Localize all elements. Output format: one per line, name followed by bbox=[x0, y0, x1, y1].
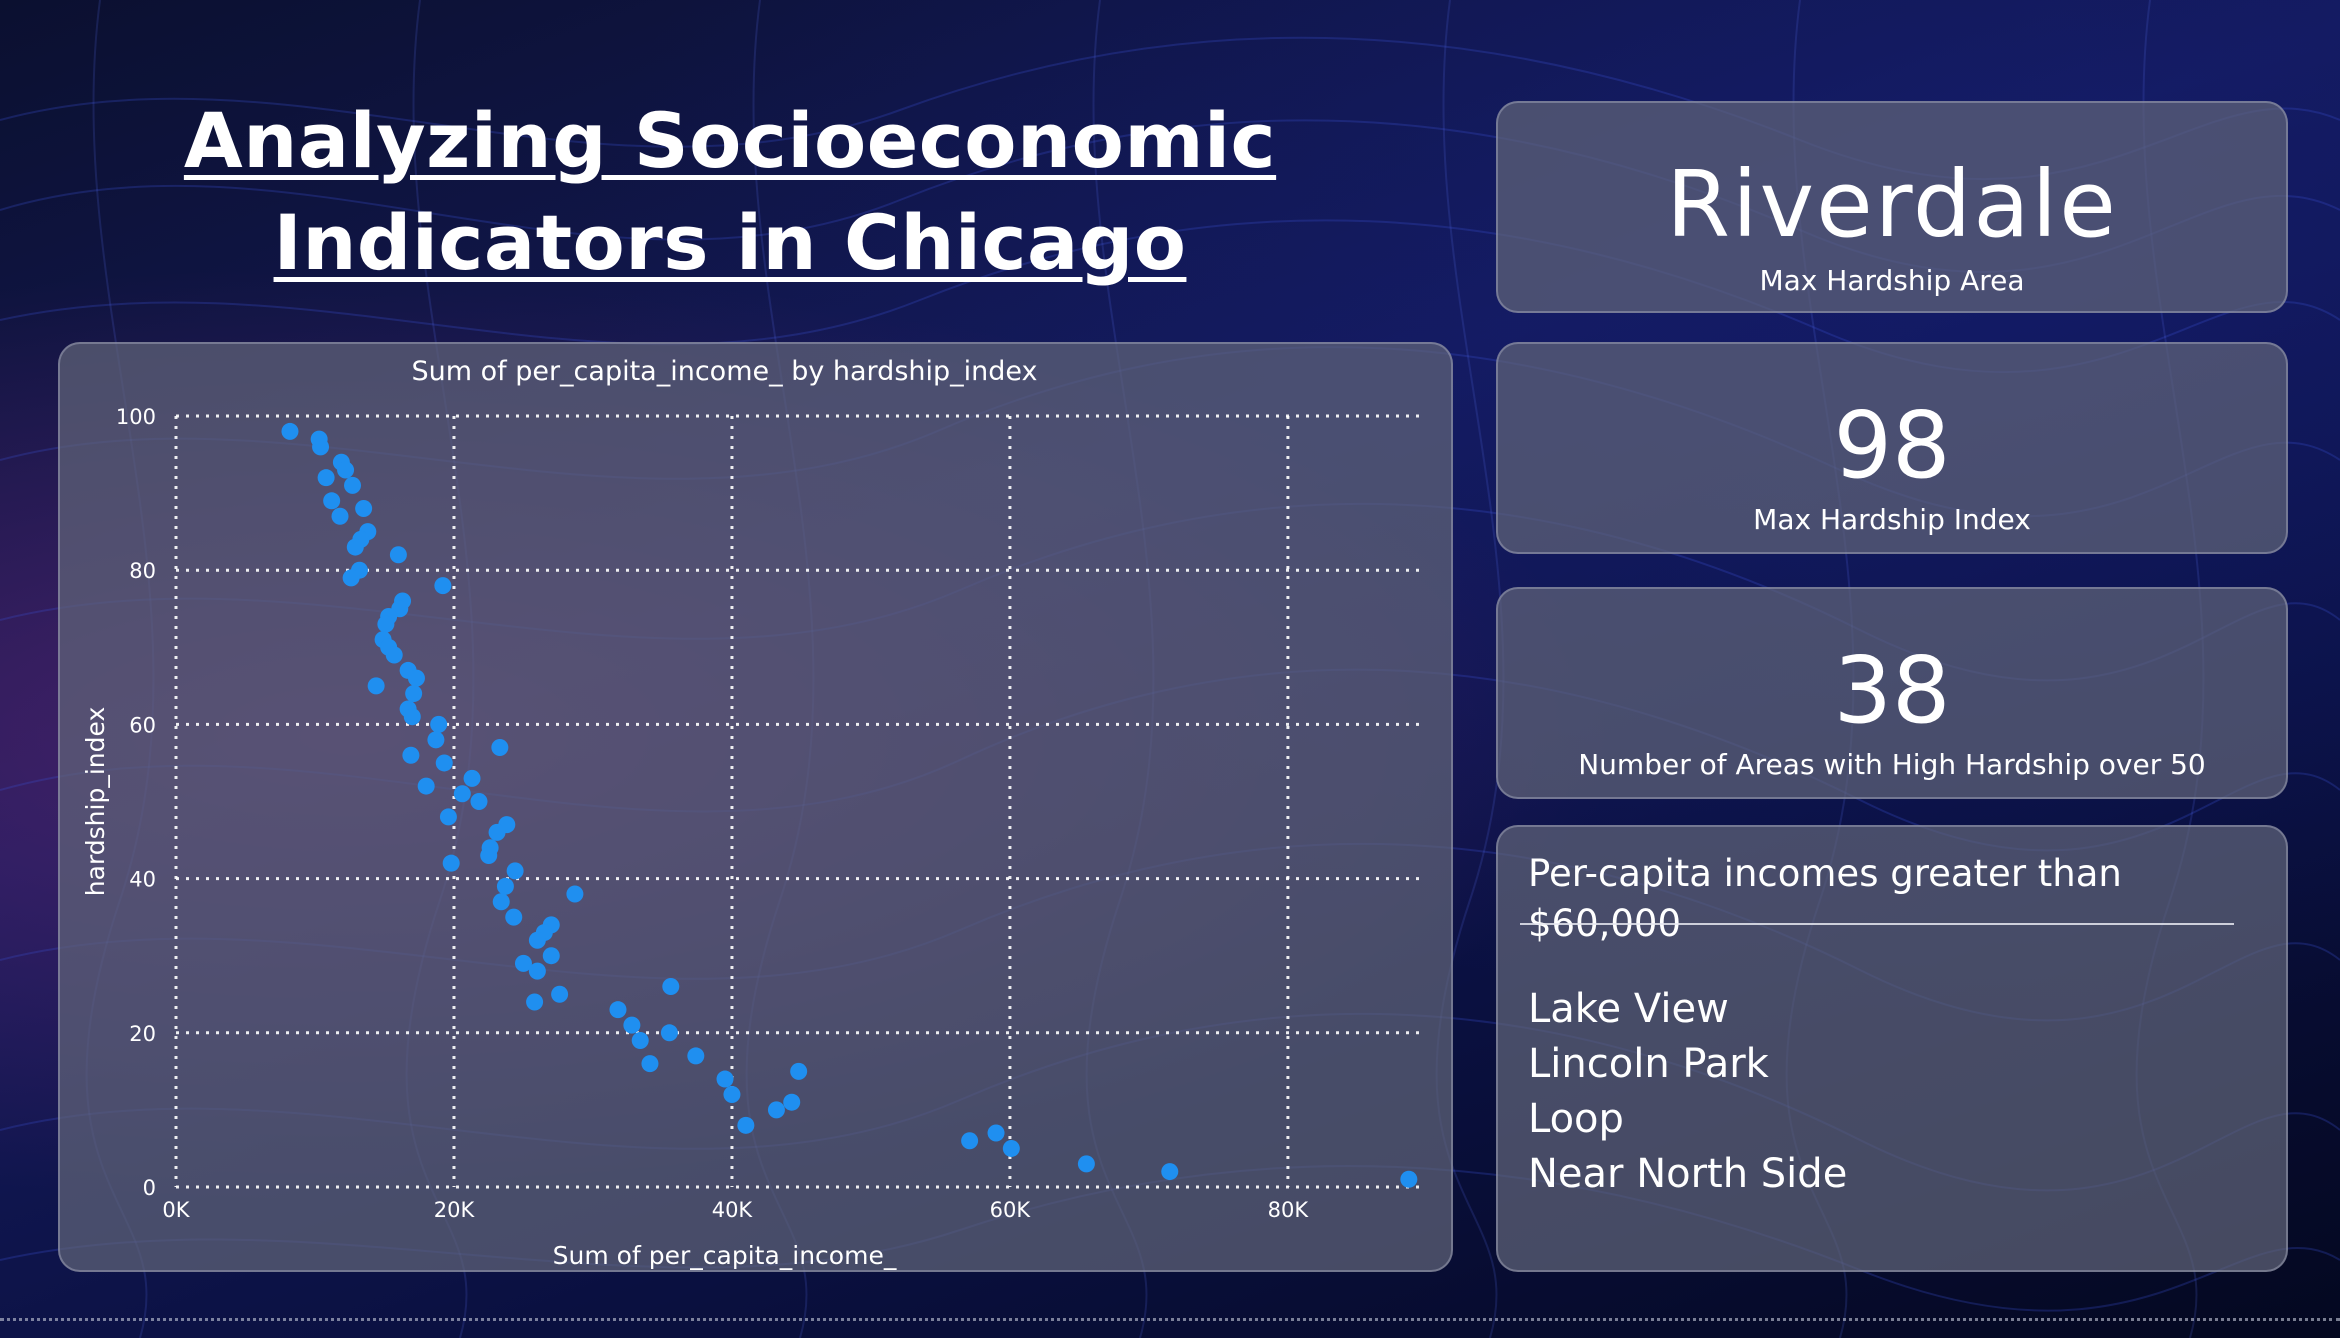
data-point[interactable] bbox=[405, 685, 423, 703]
scatter-chart-panel[interactable]: 0 20 40 60 80 100 0K 20K 40K 60K 80K Sum of per_cap… bbox=[58, 342, 1453, 1272]
list-item[interactable]: Near North Side bbox=[1528, 1151, 1848, 1197]
x-tick-label: 0K bbox=[162, 1198, 190, 1222]
data-point[interactable] bbox=[346, 538, 364, 556]
y-tick-label: 20 bbox=[129, 1022, 156, 1046]
list-item[interactable]: Lake View bbox=[1528, 986, 1729, 1032]
page-title-line-2: Indicators in Chicago bbox=[273, 198, 1187, 287]
data-point[interactable] bbox=[337, 461, 355, 479]
max-hardship-index-card[interactable]: 98 Max Hardship Index bbox=[1496, 342, 2288, 554]
high-income-list-header: Per-capita incomes greater than $60,000 bbox=[1528, 852, 2122, 945]
data-point[interactable] bbox=[662, 978, 680, 996]
data-point[interactable] bbox=[767, 1101, 785, 1119]
high-hardship-count-label: Number of Areas with High Hardship over … bbox=[1578, 748, 2206, 781]
data-point[interactable] bbox=[609, 1001, 627, 1019]
data-point[interactable] bbox=[528, 931, 546, 949]
data-point[interactable] bbox=[407, 669, 425, 687]
data-point[interactable] bbox=[1161, 1163, 1179, 1181]
data-point[interactable] bbox=[403, 708, 421, 726]
data-point[interactable] bbox=[312, 438, 330, 456]
data-point[interactable] bbox=[723, 1085, 741, 1103]
data-point[interactable] bbox=[737, 1116, 755, 1134]
data-point[interactable] bbox=[566, 885, 584, 903]
data-point[interactable] bbox=[402, 746, 420, 764]
max-hardship-index-value: 98 bbox=[1833, 392, 1951, 499]
max-hardship-area-card[interactable]: Riverdale Max Hardship Area bbox=[1496, 101, 2288, 313]
data-point[interactable] bbox=[1077, 1155, 1095, 1173]
data-point[interactable] bbox=[385, 646, 403, 664]
list-item[interactable]: Lincoln Park bbox=[1528, 1041, 1769, 1087]
data-point[interactable] bbox=[323, 492, 341, 510]
data-point[interactable] bbox=[435, 754, 453, 772]
data-point[interactable] bbox=[987, 1124, 1005, 1142]
y-axis-label: hardship_index bbox=[81, 707, 110, 896]
list-divider bbox=[1520, 923, 2234, 925]
data-point[interactable] bbox=[470, 793, 488, 810]
data-point[interactable] bbox=[551, 985, 569, 1003]
list-item[interactable]: Loop bbox=[1528, 1096, 1624, 1142]
data-point[interactable] bbox=[496, 877, 514, 895]
data-point[interactable] bbox=[463, 769, 481, 787]
data-point[interactable] bbox=[281, 422, 299, 440]
data-point[interactable] bbox=[434, 577, 452, 595]
data-point[interactable] bbox=[660, 1024, 678, 1042]
data-point[interactable] bbox=[514, 954, 532, 972]
data-point[interactable] bbox=[344, 476, 362, 494]
y-tick-label: 60 bbox=[129, 713, 156, 737]
high-income-areas-card[interactable]: Per-capita incomes greater than $60,000 … bbox=[1496, 825, 2288, 1272]
data-point[interactable] bbox=[492, 893, 510, 911]
data-point[interactable] bbox=[331, 507, 349, 525]
max-hardship-index-label: Max Hardship Index bbox=[1753, 503, 2031, 536]
x-tick-label: 60K bbox=[990, 1198, 1032, 1222]
chart-title: Sum of per_capita_income_ by hardship_in… bbox=[411, 356, 1037, 387]
data-point[interactable] bbox=[1002, 1139, 1020, 1157]
data-point[interactable] bbox=[430, 715, 448, 733]
data-point[interactable] bbox=[317, 469, 335, 487]
data-point[interactable] bbox=[528, 962, 546, 980]
data-point[interactable] bbox=[542, 947, 560, 965]
data-point[interactable] bbox=[1400, 1170, 1418, 1188]
data-point[interactable] bbox=[377, 615, 395, 633]
x-tick-label: 20K bbox=[434, 1198, 476, 1222]
data-point[interactable] bbox=[355, 500, 373, 518]
data-point[interactable] bbox=[453, 785, 471, 803]
data-point[interactable] bbox=[961, 1132, 979, 1150]
y-tick-label: 80 bbox=[129, 559, 156, 583]
data-point[interactable] bbox=[491, 739, 509, 757]
data-point[interactable] bbox=[716, 1070, 734, 1088]
data-point[interactable] bbox=[442, 854, 460, 872]
data-point[interactable] bbox=[342, 569, 360, 587]
data-point[interactable] bbox=[506, 862, 524, 880]
high-hardship-count-value: 38 bbox=[1833, 637, 1951, 744]
page-title-line-1: Analyzing Socioeconomic bbox=[183, 96, 1277, 185]
data-point[interactable] bbox=[623, 1016, 641, 1034]
scatter-chart[interactable]: 0 20 40 60 80 100 0K 20K 40K 60K 80K Sum of per_cap… bbox=[60, 344, 1455, 1274]
x-tick-label: 80K bbox=[1268, 1198, 1310, 1222]
x-axis-label: Sum of per_capita_income_ bbox=[553, 1241, 897, 1270]
data-point[interactable] bbox=[790, 1062, 808, 1080]
bottom-divider bbox=[0, 1318, 2340, 1321]
data-point[interactable] bbox=[427, 731, 445, 749]
max-hardship-area-value: Riverdale bbox=[1666, 151, 2118, 258]
data-point[interactable] bbox=[480, 846, 498, 864]
data-point[interactable] bbox=[641, 1055, 659, 1073]
data-point[interactable] bbox=[367, 677, 385, 695]
data-point[interactable] bbox=[631, 1032, 649, 1050]
y-tick-label: 0 bbox=[143, 1176, 156, 1200]
data-point[interactable] bbox=[488, 823, 506, 841]
high-income-area-list: Lake View Lincoln Park Loop Near North S… bbox=[1528, 982, 1847, 1202]
data-point[interactable] bbox=[389, 546, 407, 564]
data-point[interactable] bbox=[439, 808, 457, 826]
data-point[interactable] bbox=[783, 1093, 801, 1111]
data-point[interactable] bbox=[505, 908, 523, 926]
y-tick-label: 40 bbox=[129, 868, 156, 892]
data-point[interactable] bbox=[687, 1047, 705, 1065]
data-point[interactable] bbox=[526, 993, 544, 1011]
data-point[interactable] bbox=[417, 777, 435, 795]
max-hardship-area-label: Max Hardship Area bbox=[1759, 264, 2025, 297]
high-hardship-count-card[interactable]: 38 Number of Areas with High Hardship ov… bbox=[1496, 587, 2288, 799]
y-tick-label: 100 bbox=[116, 405, 156, 429]
x-tick-label: 40K bbox=[712, 1198, 754, 1222]
page-title: Analyzing Socioeconomic Indicators in Ch… bbox=[160, 90, 1300, 294]
